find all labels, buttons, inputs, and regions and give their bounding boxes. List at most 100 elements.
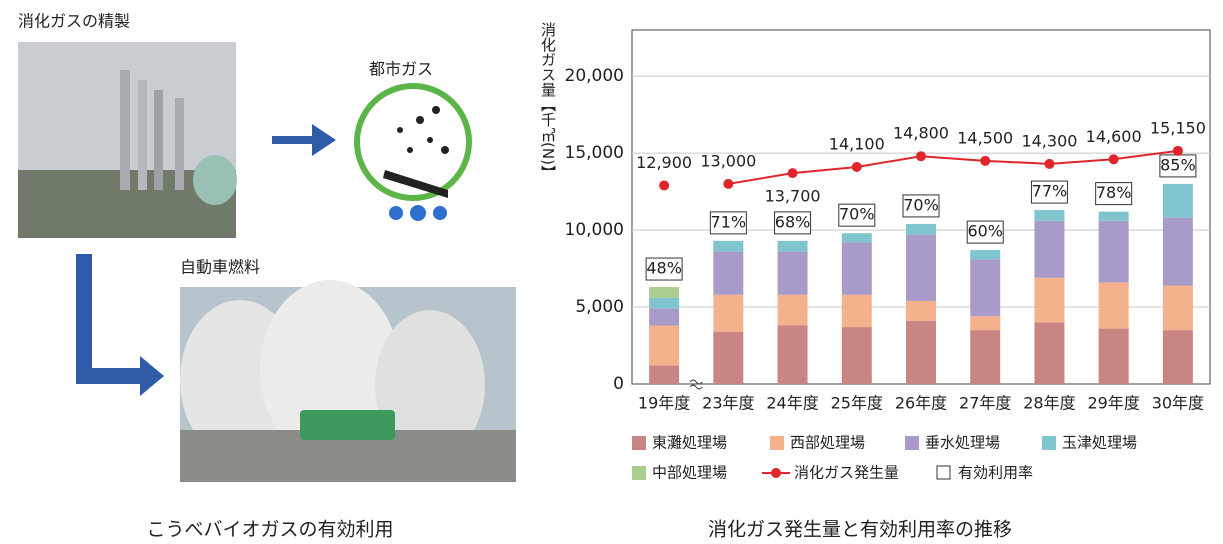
- line-point: [659, 180, 670, 191]
- bar-segment: [1098, 282, 1129, 329]
- y-tick-label: 5,000: [575, 297, 624, 317]
- rate-label: 71%: [711, 212, 747, 231]
- bar-segment: [649, 308, 680, 326]
- arrow: [272, 124, 336, 156]
- rate-label: 68%: [775, 212, 811, 231]
- line-point: [851, 161, 862, 172]
- axis-break: [689, 379, 703, 390]
- x-tick-label: 19年度: [638, 394, 690, 413]
- rate-box: [709, 211, 747, 235]
- line-point: [787, 168, 798, 179]
- rate-box: [774, 211, 812, 235]
- vehicle-label: 自動車燃料: [180, 258, 260, 277]
- bar-segment: [1034, 322, 1065, 384]
- y-tick-label: 0: [613, 374, 624, 394]
- y-axis-label: 消化ガス量【千㎥(N)】: [539, 22, 557, 180]
- bar-segment: [1034, 277, 1065, 323]
- bar-segment: [1034, 220, 1065, 278]
- bar-segment: [1098, 328, 1129, 384]
- x-tick-label: 25年度: [831, 394, 883, 413]
- line-value-label: 14,600: [1086, 127, 1142, 146]
- diagram-caption: こうべバイオガスの有効利用: [146, 519, 393, 541]
- bar-segment: [713, 294, 744, 332]
- bar-segment: [970, 259, 1001, 317]
- rate-label: 60%: [967, 222, 1003, 241]
- bar-segment: [777, 325, 808, 384]
- y-tick-label: 15,000: [565, 143, 624, 163]
- legend-label: 垂水処理場: [925, 434, 1000, 452]
- bar-segment: [970, 316, 1001, 331]
- bar-segment: [1098, 211, 1129, 221]
- rate-box: [902, 194, 940, 218]
- line-value-label: 12,900: [636, 153, 692, 172]
- line-point: [723, 178, 734, 189]
- x-tick-label: 26年度: [895, 394, 947, 413]
- bar-segment: [841, 327, 872, 384]
- legend-swatch: [905, 436, 919, 450]
- bar-segment: [777, 240, 808, 252]
- arrow: [76, 254, 164, 396]
- x-tick-label: 24年度: [766, 394, 818, 413]
- bar-segment: [713, 331, 744, 384]
- legend-swatch: [770, 436, 784, 450]
- bar-segment: [713, 240, 744, 252]
- bus-photo: [180, 280, 516, 482]
- bar-segment: [1162, 285, 1193, 331]
- bar-segment: [1162, 183, 1193, 218]
- rate-label: 85%: [1160, 155, 1196, 174]
- x-tick-label: 27年度: [959, 394, 1011, 413]
- bar-segment: [777, 251, 808, 295]
- legend-label: 消化ガス発生量: [794, 464, 899, 482]
- legend-label: 中部処理場: [652, 464, 727, 482]
- line-value-label: 14,300: [1021, 131, 1077, 150]
- bar-segment: [1162, 330, 1193, 384]
- rate-box: [1095, 182, 1133, 206]
- line-value-label: 14,500: [957, 128, 1013, 147]
- rate-box: [966, 220, 1004, 244]
- x-tick-label: 30年度: [1152, 394, 1204, 413]
- legend-label: 玉津処理場: [1062, 434, 1137, 452]
- rate-label: 77%: [1032, 182, 1068, 201]
- line-value-label: 15,150: [1150, 118, 1206, 137]
- rate-label: 78%: [1096, 183, 1132, 202]
- line-point: [916, 151, 926, 162]
- bar-segment: [841, 233, 872, 243]
- line-point: [1044, 158, 1055, 169]
- bar-segment: [841, 242, 872, 295]
- bar-segment: [970, 330, 1001, 384]
- rate-box: [645, 257, 683, 281]
- bar-segment: [906, 300, 936, 321]
- legend-dot: [771, 468, 781, 478]
- bar-segment: [777, 294, 808, 326]
- bar-segment: [1162, 217, 1193, 286]
- line-point: [1108, 154, 1119, 165]
- line-value-label: 13,000: [700, 151, 756, 170]
- bar-segment: [649, 297, 680, 309]
- rate-box: [838, 203, 876, 227]
- bar-segment: [1034, 210, 1065, 221]
- bar-segment: [906, 223, 936, 235]
- line-value-label: 13,700: [765, 187, 821, 206]
- line-point: [1172, 145, 1183, 156]
- rate-box: [1030, 180, 1068, 204]
- bar-segment: [1098, 220, 1129, 283]
- line-value-label: 14,100: [829, 134, 885, 153]
- line: [728, 149, 1179, 185]
- refinery-photo: [18, 42, 237, 238]
- bar-segment: [649, 365, 680, 384]
- x-tick-label: 28年度: [1023, 394, 1075, 413]
- legend-swatch: [632, 436, 646, 450]
- legend-label: 有効利用率: [958, 464, 1033, 482]
- rate-label: 70%: [839, 205, 875, 224]
- x-tick-label: 23年度: [702, 394, 754, 413]
- bar-segment: [713, 251, 744, 295]
- bar-segment: [906, 234, 936, 301]
- city-gas-icon: [354, 83, 472, 221]
- legend-swatch: [1042, 436, 1056, 450]
- bar-segment: [970, 250, 1001, 260]
- line-value-label: 14,800: [893, 124, 949, 143]
- bar-segment: [906, 320, 936, 384]
- legend-label: 東灘処理場: [652, 434, 727, 452]
- legend-box: [936, 465, 951, 480]
